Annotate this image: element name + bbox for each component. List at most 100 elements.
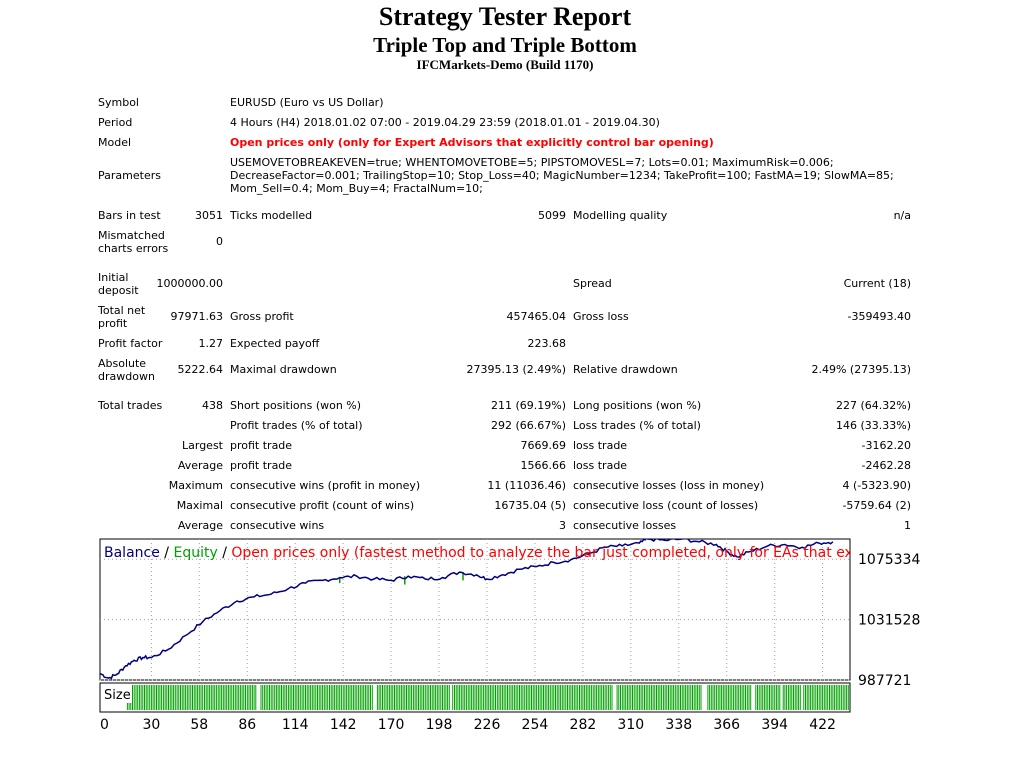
maximal-drawdown-label: Maximal drawdown [230,363,337,376]
loss-trades-value: 146 (33.33%) [835,419,911,432]
chart-legend: Balance / Equity / Open prices only (fas… [104,545,965,561]
maximal-label: Maximal [176,499,223,512]
absolute-drawdown-label-2: drawdown [98,370,155,383]
model-label: Model [98,136,132,149]
x-tick-label: 366 [713,717,740,733]
average-loss-value: -2462.28 [861,459,911,472]
profit-factor-label: Profit factor [98,337,163,350]
initial-deposit-label-2: deposit [98,284,139,297]
maximum-label: Maximum [168,479,223,492]
period-value: 4 Hours (H4) 2018.01.02 07:00 - 2019.04.… [230,116,660,129]
max-cons-losses-label: consecutive losses (loss in money) [573,479,765,492]
max-cons-wins-value: 11 (11036.46) [487,479,566,492]
spread-value: Current (18) [843,277,911,290]
maximal-drawdown-value: 27395.13 (2.49%) [466,363,566,376]
relative-drawdown-value: 2.49% (27395.13) [811,363,911,376]
average-loss-label: loss trade [573,459,628,472]
symbol-value: EURUSD (Euro vs US Dollar) [230,96,384,109]
size-label-bg [102,685,132,703]
long-positions-label: Long positions (won %) [573,399,702,412]
parameters-label: Parameters [98,169,161,182]
short-positions-value: 211 (69.19%) [490,399,566,412]
long-positions-value: 227 (64.32%) [835,399,911,412]
modelling-quality-value: n/a [893,209,911,222]
x-tick-label: 422 [809,717,836,733]
gross-profit-value: 457465.04 [506,310,567,323]
size-label: Size [104,688,131,703]
average-profit-value: 1566.66 [520,459,567,472]
largest-loss-value: -3162.20 [861,439,911,452]
average-consecutive-label: Average [177,519,223,532]
x-tick-label: 338 [665,717,692,733]
gross-loss-value: -359493.40 [847,310,911,323]
loss-trades-label: Loss trades (% of total) [573,419,701,432]
x-tick-label: 282 [570,717,597,733]
strategy-name: Triple Top and Triple Bottom [373,33,637,57]
expected-payoff-value: 223.68 [527,337,567,350]
x-tick-label: 198 [426,717,453,733]
absolute-drawdown-label-1: Absolute [98,357,147,370]
maximal-cons-loss-value: -5759.64 (2) [842,499,911,512]
x-tick-label: 226 [474,717,501,733]
x-tick-label: 170 [378,717,405,733]
maximal-cons-loss-label: consecutive loss (count of losses) [573,499,759,512]
x-tick-label: 0 [100,717,109,733]
profit-trades-value: 292 (66.67%) [490,419,566,432]
legend-model-note: Open prices only (fastest method to anal… [231,545,965,561]
x-tick-label: 142 [330,717,357,733]
avg-cons-wins-label: consecutive wins [230,519,325,532]
net-profit-label-2: profit [98,317,128,330]
largest-profit-label: profit trade [230,439,293,452]
max-cons-losses-value: 4 (-5323.90) [842,479,911,492]
size-bars [126,685,849,710]
x-tick-label: 30 [142,717,160,733]
largest-label: Largest [182,439,223,452]
model-value: Open prices only (only for Expert Adviso… [230,136,714,149]
net-profit-value: 97971.63 [170,310,224,323]
avg-cons-losses-label: consecutive losses [573,519,677,532]
maximal-cons-profit-label: consecutive profit (count of wins) [230,499,415,512]
absolute-drawdown-value: 5222.64 [177,363,224,376]
initial-deposit-value: 1000000.00 [156,277,223,290]
legend-equity: Equity [173,545,217,561]
x-tick-label: 58 [190,717,208,733]
gross-profit-label: Gross profit [230,310,294,323]
x-tick-label: 310 [617,717,644,733]
avg-cons-losses-value: 1 [904,519,911,532]
server-build: IFCMarkets-Demo (Build 1170) [416,57,594,72]
balance-equity-chart: Balance / Equity / Open prices only (fas… [99,538,965,733]
bars-label: Bars in test [98,209,161,222]
chart-grid [100,539,850,681]
mismatch-label-1: Mismatched [98,229,165,242]
legend-separator-1: / [160,545,174,561]
report-title: Strategy Tester Report [378,2,632,31]
max-cons-wins-label: consecutive wins (profit in money) [230,479,421,492]
total-trades-label: Total trades [98,399,163,412]
ticks-value: 5099 [538,209,566,222]
profit-factor-value: 1.27 [198,337,224,350]
total-trades-value: 438 [202,399,223,412]
parameters-value: USEMOVETOBREAKEVEN=true; WHENTOMOVETOBE=… [230,156,894,195]
largest-profit-value: 7669.69 [520,439,567,452]
x-tick-label: 114 [282,717,309,733]
legend-balance: Balance [104,545,160,561]
average-profit-label: profit trade [230,459,293,472]
bars-value: 3051 [195,209,223,222]
period-label: Period [98,116,133,129]
mismatch-label-2: charts errors [98,242,169,255]
symbol-label: Symbol [98,96,139,109]
balance-line [100,539,834,680]
expected-payoff-label: Expected payoff [230,337,320,350]
net-profit-label-1: Total net [98,304,146,317]
short-positions-label: Short positions (won %) [230,399,362,412]
modelling-quality-label: Modelling quality [573,209,668,222]
gross-loss-label: Gross loss [573,310,629,323]
plot-frame [99,538,851,681]
x-tick-label: 394 [761,717,788,733]
y-tick-label: 987721 [858,673,911,689]
relative-drawdown-label: Relative drawdown [573,363,678,376]
profit-trades-label: Profit trades (% of total) [230,419,363,432]
legend-separator-2: / [218,545,232,561]
spread-label: Spread [573,277,612,290]
maximal-cons-profit-value: 16735.04 (5) [494,499,566,512]
